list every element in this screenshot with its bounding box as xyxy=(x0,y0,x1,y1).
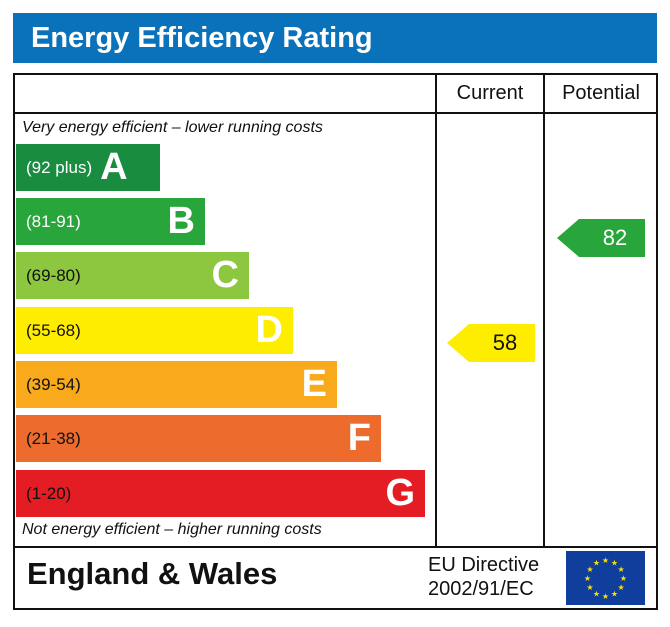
band-range: (92 plus) xyxy=(26,157,93,177)
eu-flag-icon: ★ ★ ★ ★ ★ ★ ★ ★ ★ ★ ★ ★ xyxy=(566,551,645,605)
chart-title: Energy Efficiency Rating xyxy=(13,13,657,63)
rating-table xyxy=(13,73,658,610)
star-icon: ★ xyxy=(586,565,593,574)
star-icon: ★ xyxy=(611,558,618,567)
star-icon: ★ xyxy=(611,590,618,599)
star-icon: ★ xyxy=(618,565,625,574)
column-divider xyxy=(435,74,437,548)
star-icon: ★ xyxy=(593,590,600,599)
band-letter: D xyxy=(255,309,283,351)
potential-rating-arrow: 82 xyxy=(557,219,645,257)
star-icon: ★ xyxy=(586,583,593,592)
band-range: (1-20) xyxy=(26,483,72,503)
potential-rating-value: 82 xyxy=(602,225,628,250)
eu-directive: EU Directive 2002/91/EC xyxy=(428,553,539,601)
current-column-header: Current xyxy=(456,82,524,104)
band-range: (81-91) xyxy=(26,211,81,231)
star-icon: ★ xyxy=(593,558,600,567)
footer-divider xyxy=(14,546,657,548)
star-icon: ★ xyxy=(584,574,591,583)
directive-line1: EU Directive xyxy=(428,554,540,576)
band-A: (92 plus) A xyxy=(16,144,160,191)
current-rating-arrow: 58 xyxy=(447,324,535,362)
band-range: (39-54) xyxy=(26,374,81,394)
band-range: (69-80) xyxy=(26,265,81,285)
band-letter: C xyxy=(211,254,239,296)
band-letter: F xyxy=(347,417,371,459)
current-rating-value: 58 xyxy=(492,330,518,355)
band-letter: G xyxy=(385,472,415,514)
band-range: (55-68) xyxy=(26,320,81,340)
header-divider xyxy=(14,112,657,114)
directive-line2: 2002/91/EC xyxy=(428,578,534,600)
band-letter: B xyxy=(167,200,195,242)
band-letter: A xyxy=(100,146,128,188)
band-range: (21-38) xyxy=(26,428,81,448)
top-note: Very energy efficient – lower running co… xyxy=(22,119,323,136)
band-F: (21-38) F xyxy=(16,415,381,462)
band-G: (1-20) G xyxy=(16,470,425,517)
potential-column-header: Potential xyxy=(562,82,640,104)
column-divider xyxy=(543,74,545,548)
bottom-note: Not energy efficient – higher running co… xyxy=(22,521,322,538)
star-icon: ★ xyxy=(602,556,609,565)
star-icon: ★ xyxy=(602,592,609,601)
band-C: (69-80) C xyxy=(16,252,249,299)
star-icon: ★ xyxy=(618,583,625,592)
band-letter: E xyxy=(301,363,327,405)
region-label: England & Wales xyxy=(27,556,278,591)
star-icon: ★ xyxy=(620,574,627,583)
band-E: (39-54) E xyxy=(16,361,337,408)
band-D: (55-68) D xyxy=(16,307,293,354)
band-B: (81-91) B xyxy=(16,198,205,245)
